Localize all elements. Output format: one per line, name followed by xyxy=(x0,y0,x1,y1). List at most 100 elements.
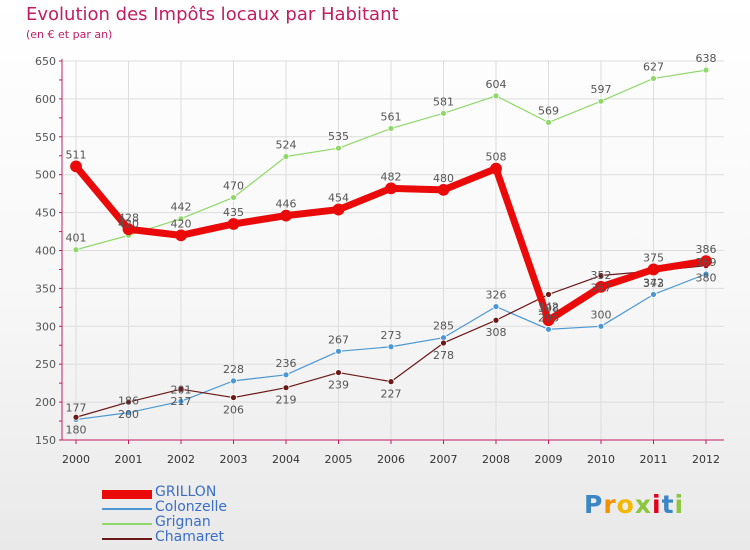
data-label-grillon: 428 xyxy=(118,211,139,224)
data-point-colonzelle xyxy=(650,291,657,298)
data-label-colonzelle: 201 xyxy=(171,383,192,396)
data-label-chamaret: 342 xyxy=(538,300,559,313)
logo-letter: t xyxy=(661,490,675,519)
data-label-colonzelle: 236 xyxy=(276,357,297,370)
y-tick-label: 350 xyxy=(35,282,56,295)
data-label-grignan: 638 xyxy=(696,52,717,65)
data-point-chamaret xyxy=(387,378,395,386)
x-tick-label: 2007 xyxy=(430,453,458,466)
x-tick-label: 2002 xyxy=(167,453,195,466)
data-label-colonzelle: 186 xyxy=(118,395,139,408)
chart-title: Evolution des Impôts locaux par Habitant xyxy=(26,4,399,25)
data-label-chamaret: 278 xyxy=(433,349,454,362)
data-label-grignan: 604 xyxy=(486,78,507,91)
legend-label: GRILLON xyxy=(155,484,217,500)
data-label-chamaret: 200 xyxy=(118,408,139,421)
data-label-grignan: 597 xyxy=(591,83,612,96)
x-tick-label: 2009 xyxy=(535,453,563,466)
data-point-colonzelle xyxy=(545,325,552,333)
legend-label: Colonzelle xyxy=(155,499,228,515)
data-label-grillon: 511 xyxy=(66,148,87,161)
data-label-grillon: 386 xyxy=(696,243,717,256)
data-label-chamaret: 308 xyxy=(486,326,507,339)
data-point-grillon xyxy=(280,209,292,222)
data-point-grillon xyxy=(647,263,660,276)
data-point-chamaret xyxy=(72,413,80,421)
legend-swatch xyxy=(102,507,152,510)
legend-swatch xyxy=(102,537,152,540)
y-tick-label: 300 xyxy=(35,320,56,333)
data-label-chamaret: 227 xyxy=(381,388,402,401)
data-point-colonzelle xyxy=(177,397,185,405)
data-label-grillon: 508 xyxy=(486,151,507,164)
data-label-chamaret: 367 xyxy=(591,282,612,295)
x-tick-label: 2005 xyxy=(325,453,353,466)
data-point-grignan xyxy=(650,75,657,82)
data-point-chamaret xyxy=(597,272,605,279)
chart-subtitle: (en € et par an) xyxy=(26,28,113,41)
data-point-grignan xyxy=(72,246,80,254)
data-point-chamaret xyxy=(282,384,290,392)
data-label-colonzelle: 369 xyxy=(696,256,717,269)
logo-letter: P xyxy=(584,490,604,519)
data-point-grillon xyxy=(227,218,240,230)
y-tick-label: 550 xyxy=(35,131,56,144)
data-label-grillon: 352 xyxy=(591,269,612,282)
legend-swatch xyxy=(102,522,152,525)
logo-letter: o xyxy=(616,490,635,519)
data-point-grillon xyxy=(332,203,345,216)
legend-swatch xyxy=(102,489,152,499)
data-label-grignan: 535 xyxy=(328,130,349,143)
data-point-colonzelle xyxy=(492,303,500,310)
x-tick-label: 2008 xyxy=(482,453,510,466)
y-tick-label: 200 xyxy=(35,396,56,409)
data-point-chamaret xyxy=(545,291,552,298)
x-tick-label: 2004 xyxy=(272,453,300,466)
x-tick-label: 2000 xyxy=(62,453,90,466)
data-label-colonzelle: 177 xyxy=(66,402,87,415)
data-label-chamaret: 180 xyxy=(66,423,87,436)
data-point-grignan xyxy=(597,97,605,105)
data-point-grignan xyxy=(545,118,552,126)
data-point-grillon xyxy=(385,182,397,195)
data-point-grillon xyxy=(700,255,712,268)
data-label-grignan: 581 xyxy=(433,95,454,108)
data-point-grignan xyxy=(702,66,710,74)
data-point-colonzelle xyxy=(597,322,605,330)
data-label-grillon: 480 xyxy=(433,172,454,185)
data-label-grillon: 435 xyxy=(223,206,244,219)
legend-label: Chamaret xyxy=(155,529,224,545)
data-point-grillon xyxy=(122,223,135,236)
data-point-grillon xyxy=(542,314,555,327)
x-tick-label: 2003 xyxy=(220,453,248,466)
data-label-chamaret: 373 xyxy=(643,277,664,290)
data-label-chamaret: 380 xyxy=(696,272,717,285)
data-label-colonzelle: 296 xyxy=(538,311,559,324)
data-point-grignan xyxy=(440,109,447,117)
data-point-colonzelle xyxy=(387,343,395,351)
data-point-grignan xyxy=(492,92,500,100)
logo-letter: i xyxy=(674,490,685,519)
data-point-colonzelle xyxy=(282,371,290,379)
data-label-grignan: 627 xyxy=(643,60,664,73)
data-label-grignan: 569 xyxy=(538,104,559,117)
data-point-colonzelle xyxy=(335,347,342,355)
logo-letter: x xyxy=(634,490,652,519)
data-point-grignan xyxy=(282,153,290,160)
data-label-colonzelle: 300 xyxy=(591,308,612,321)
data-point-grignan xyxy=(177,215,185,223)
data-point-chamaret xyxy=(335,369,342,376)
data-point-grillon xyxy=(175,229,187,242)
data-label-chamaret: 219 xyxy=(276,394,297,407)
data-point-colonzelle xyxy=(230,377,237,385)
data-label-colonzelle: 228 xyxy=(223,363,244,376)
x-tick-label: 2010 xyxy=(587,453,615,466)
data-label-colonzelle: 285 xyxy=(433,320,454,333)
y-tick-label: 250 xyxy=(35,358,56,371)
data-label-grignan: 401 xyxy=(66,232,87,245)
data-label-grignan: 420 xyxy=(118,217,139,230)
data-label-colonzelle: 267 xyxy=(328,333,349,346)
data-label-grillon: 454 xyxy=(328,192,349,205)
